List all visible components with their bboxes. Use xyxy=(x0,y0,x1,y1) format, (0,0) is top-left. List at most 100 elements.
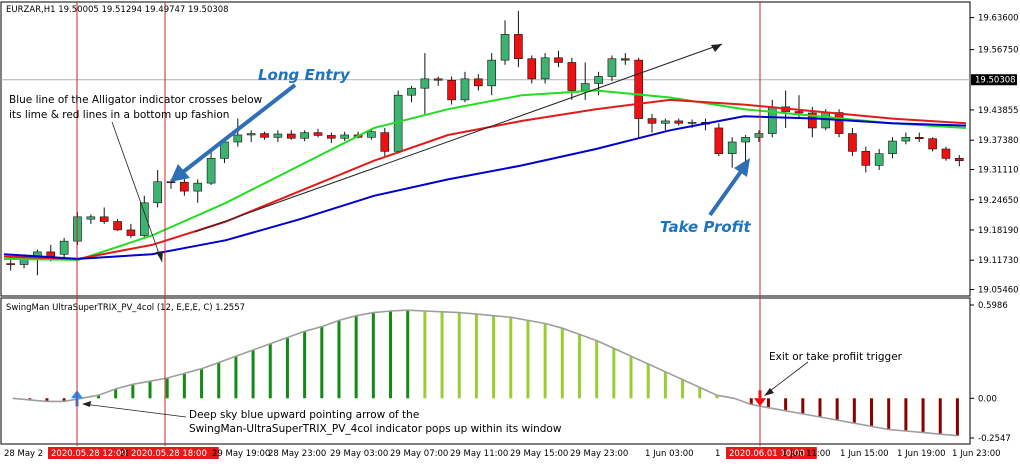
alligator-blue-jaw xyxy=(3,115,967,260)
alligator-note-line2: its lime & red lines in a bottom up fash… xyxy=(9,109,229,121)
time-label: 28 May 2 xyxy=(4,449,43,459)
time-highlight-box xyxy=(48,447,139,459)
candle-bear xyxy=(286,133,296,139)
candle-bear xyxy=(180,181,189,192)
price-tick-label: 19.37380 xyxy=(978,136,1019,146)
candle-bull xyxy=(367,131,376,138)
time-label-highlighted: 2020.05.28 12:00 xyxy=(51,449,127,459)
indicator-tick-label: -0.2547 xyxy=(978,434,1011,444)
candle-bear xyxy=(474,78,483,87)
candle-bear xyxy=(808,112,817,129)
candle-bear xyxy=(447,79,456,101)
exit-note-pointer xyxy=(765,361,809,395)
candle-bull xyxy=(607,58,617,77)
time-label: 1 Jun 11:00 xyxy=(782,449,831,459)
arrow-note-line1: Deep sky blue upward pointing arrow of t… xyxy=(189,409,419,421)
time-highlight-box xyxy=(726,447,817,459)
candle-bear xyxy=(433,78,443,81)
time-label: 29 May 11:00 xyxy=(450,449,508,459)
candle-bull xyxy=(754,133,764,138)
indicator-axis: 0.5986 0.00 -0.2547 xyxy=(970,301,1011,444)
alligator-note-pointer-head xyxy=(156,251,163,262)
arrow-note-pointer-head xyxy=(82,401,91,407)
candle-bull xyxy=(661,120,670,124)
candle-bull xyxy=(460,78,470,101)
candle-bull xyxy=(540,57,550,80)
time-label: 1 xyxy=(715,449,720,459)
time-highlight-box xyxy=(128,447,219,459)
candle-bear xyxy=(527,58,537,80)
arrow-note-pointer xyxy=(83,403,187,418)
time-label: 29 May 07:00 xyxy=(390,449,448,459)
price-pane-frame xyxy=(0,1,971,297)
time-label: 1 Jun 15:00 xyxy=(840,449,889,459)
candle-bull xyxy=(193,182,203,192)
time-label: 1 Jun 19:00 xyxy=(897,449,946,459)
candle-bull xyxy=(874,153,884,166)
time-label: 1 Jun 23:00 xyxy=(952,449,1001,459)
candle-bull xyxy=(300,132,309,139)
candle-bear xyxy=(834,112,844,134)
indicator-title: SwingMan UltraSuperTRIX_PV_4col (12, E,E… xyxy=(6,303,245,313)
alligator-red-teeth xyxy=(3,98,967,260)
candle-bear xyxy=(794,111,804,114)
price-tick-label: 19.43855 xyxy=(978,106,1019,116)
candle-bear xyxy=(166,181,176,184)
candle-bear xyxy=(848,133,857,152)
candle-bull xyxy=(500,34,510,61)
take-profit-arrow xyxy=(708,168,744,217)
candle-bull xyxy=(407,87,416,96)
current-price-box xyxy=(971,74,1017,86)
time-label: 29 May 03:00 xyxy=(330,449,388,459)
alligator-note-line1: Blue line of the Alligator indicator cro… xyxy=(9,94,263,106)
indicator-tick-label: 0.5986 xyxy=(978,301,1008,311)
time-label: 28 May 23:00 xyxy=(268,449,326,459)
candle-bear xyxy=(928,138,937,150)
exit-note: Exit or take profiit trigger xyxy=(769,351,903,363)
symbol-header: EURZAR,H1 19.50005 19.51294 19.49747 19.… xyxy=(6,5,229,15)
arrow-note-line2: SwingMan-UltraSuperTRIX_PV_4col indicato… xyxy=(189,423,562,435)
candle-bear xyxy=(46,251,56,257)
long-entry-callout: Long Entry xyxy=(258,66,351,84)
price-tick-label: 19.63600 xyxy=(978,14,1019,24)
exit-note-pointer-head xyxy=(764,388,774,396)
candle-bull xyxy=(901,137,911,142)
candle-bull xyxy=(420,78,430,89)
candle-bull xyxy=(153,181,162,204)
candle-bull xyxy=(888,140,897,154)
candle-bull xyxy=(741,137,750,143)
take-profit-arrow-head xyxy=(734,158,750,177)
candle-bull xyxy=(59,240,69,255)
alligator-lime-lips xyxy=(3,89,967,261)
candle-bear xyxy=(914,137,924,140)
candle-bear xyxy=(674,120,684,124)
trend-arrow-head xyxy=(711,44,722,52)
candle-bear xyxy=(327,135,336,139)
candle-bear xyxy=(99,216,109,222)
candle-bear xyxy=(634,59,643,119)
candle-bear xyxy=(955,158,964,161)
time-label: 29 May 19:00 xyxy=(212,449,270,459)
price-tick-label: 19.24650 xyxy=(978,196,1019,206)
candle-bull xyxy=(233,134,243,143)
candle-bull xyxy=(273,133,283,138)
long-entry-arrow xyxy=(181,83,297,174)
candles xyxy=(6,11,964,276)
time-label: 29 May 15:00 xyxy=(510,449,568,459)
candle-bull xyxy=(580,83,590,91)
indicator-tick-label: 0.00 xyxy=(978,394,997,404)
candle-bull xyxy=(86,216,96,220)
trend-arrow xyxy=(194,43,723,233)
candle-bear xyxy=(861,151,871,166)
time-label-highlighted: 2020.05.28 18:00 xyxy=(131,449,207,459)
candle-bear xyxy=(514,34,523,60)
candle-bull xyxy=(246,133,256,136)
candle-bear xyxy=(380,132,390,152)
alligator-note-pointer xyxy=(111,121,163,263)
candle-bull xyxy=(206,158,216,184)
candle-bear xyxy=(313,132,323,136)
indicator-pane-frame xyxy=(0,297,971,445)
price-tick-label: 19.18190 xyxy=(978,226,1019,236)
